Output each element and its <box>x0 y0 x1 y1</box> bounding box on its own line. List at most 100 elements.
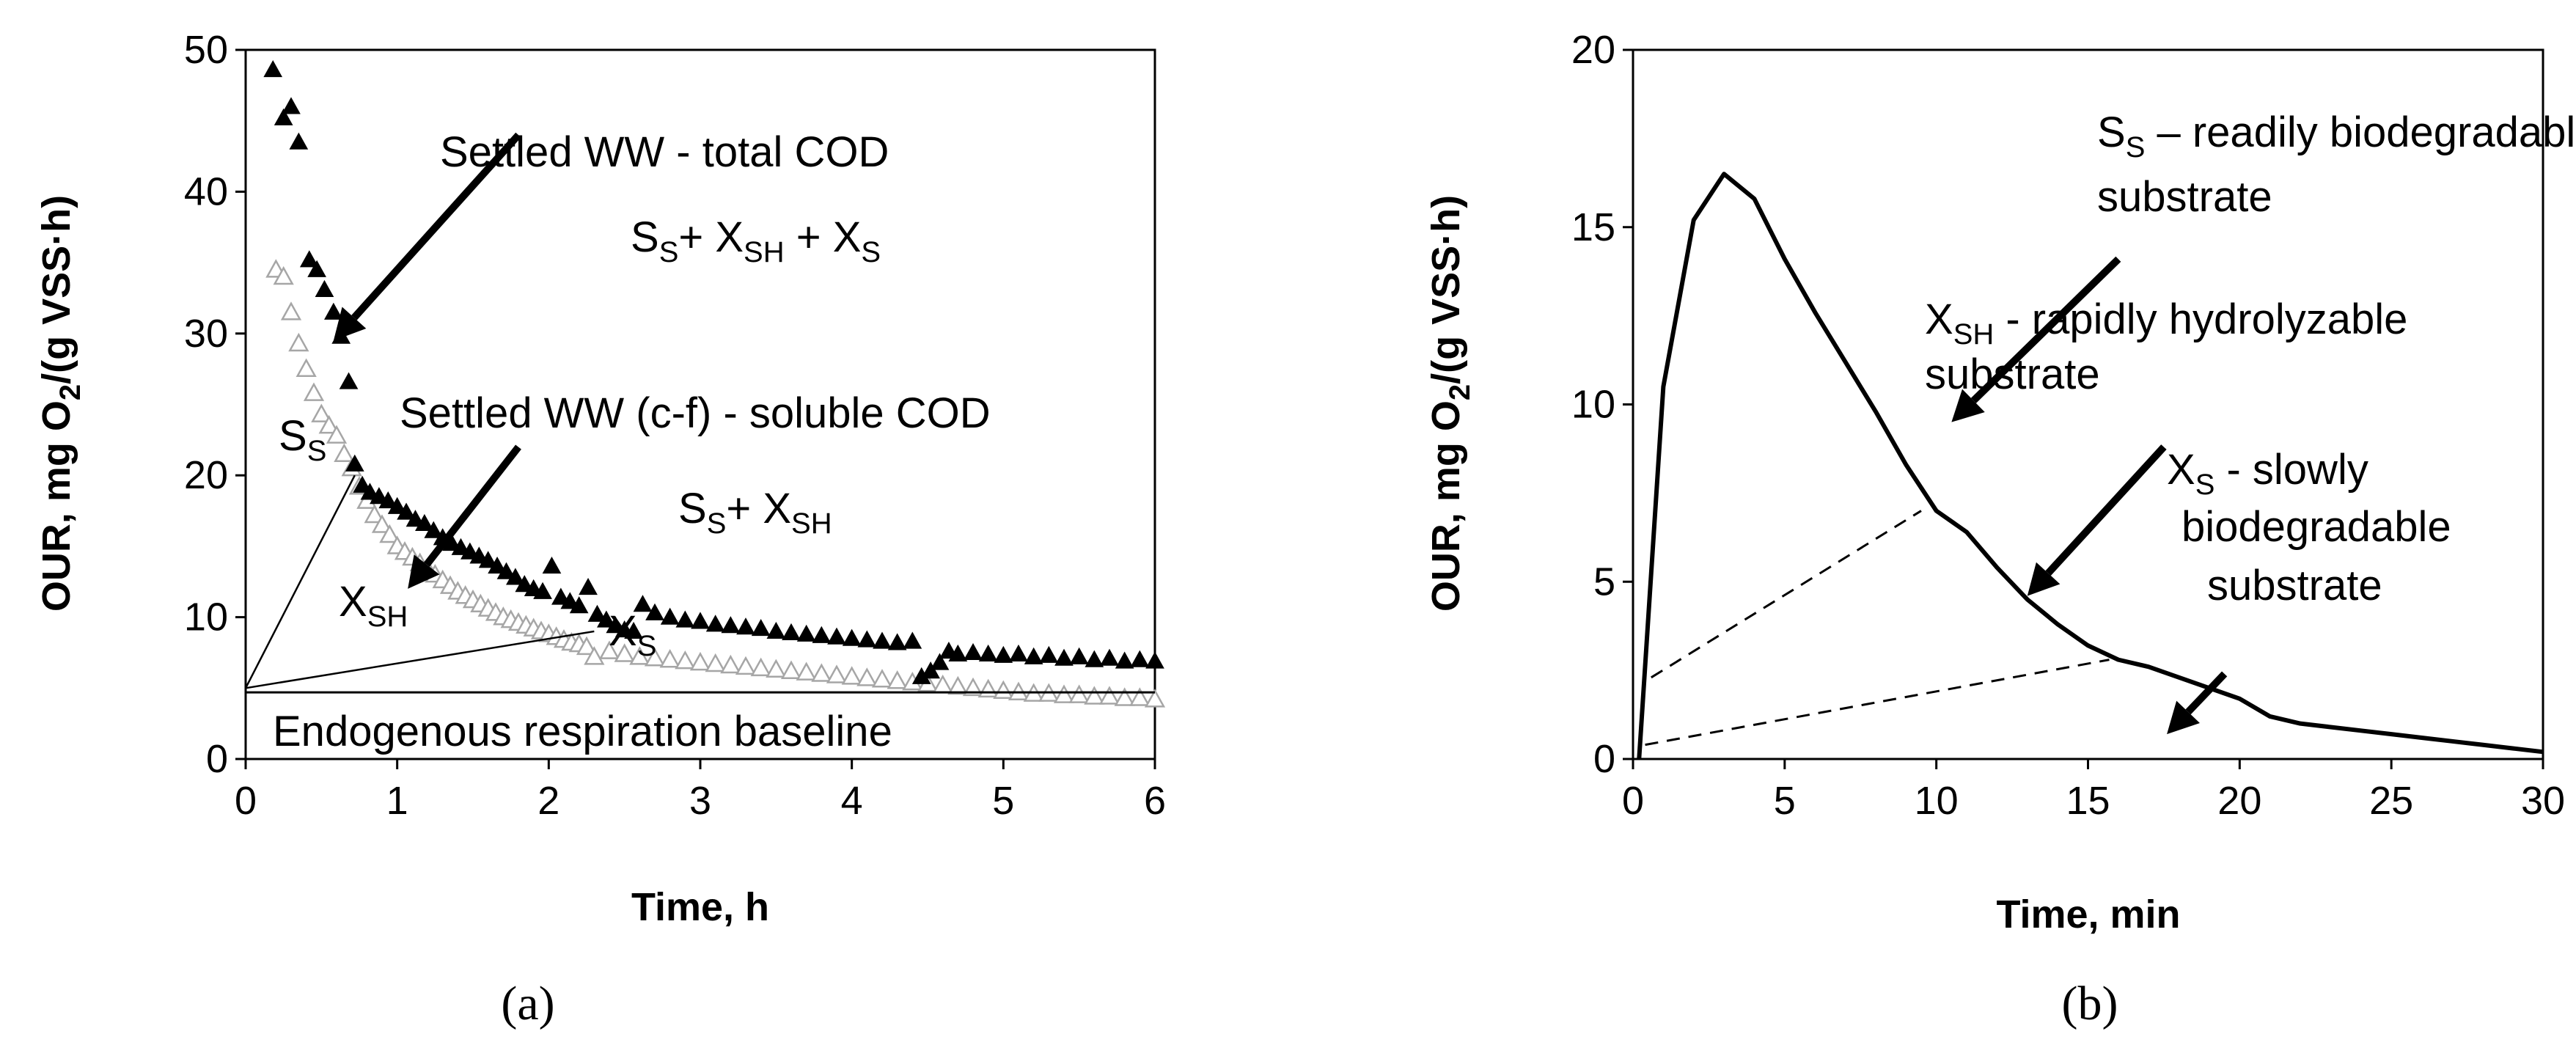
chart-a-point-total <box>796 624 816 642</box>
chart-a-point-total <box>370 487 389 505</box>
chart-a-xtick-label: 6 <box>1144 779 1166 823</box>
chart-a-point-total <box>579 577 598 595</box>
chart-a-point-total <box>424 521 444 538</box>
chart-a-point-total <box>948 644 968 661</box>
chart-a-arrow <box>333 132 521 341</box>
chart-a-point-total <box>766 621 786 639</box>
chart-a-x-axis-label: Time, h <box>631 885 769 929</box>
chart-a-point-total <box>624 621 643 639</box>
chart-a-point-total <box>1024 647 1043 664</box>
chart-a-series-total <box>263 60 1164 684</box>
chart-a-point-total <box>560 592 580 609</box>
chart-a-label-xsh: XSH <box>339 578 408 633</box>
chart-a-point-soluble <box>1068 684 1090 703</box>
chart-a: 0 10 20 30 40 50 0 1 2 3 4 5 6 OUR, mg O2/(g VSS·h)… <box>34 28 1166 1030</box>
chart-a-point-total <box>488 556 507 574</box>
chart-a-point-total <box>469 546 489 564</box>
chart-a-point-total <box>587 604 607 622</box>
chart-b-ytick-label: 15 <box>1571 205 1615 249</box>
chart-a-point-total <box>1054 648 1074 666</box>
chart-b-ytick-label: 0 <box>1593 737 1615 781</box>
chart-a-point-total <box>415 513 434 532</box>
chart-a-point-total <box>263 60 283 78</box>
chart-a-point-total <box>675 610 695 628</box>
chart-a-ytick-label: 0 <box>206 737 228 781</box>
chart-a-construction-lines <box>244 474 1155 694</box>
chart-b-annotation-ss: SS – readily biodegradable <box>2097 109 2576 164</box>
chart-a-point-soluble <box>303 382 325 401</box>
chart-a-point-total <box>451 538 471 555</box>
chart-a-point-soluble <box>962 677 984 697</box>
chart-a-xtick-label: 5 <box>992 779 1014 823</box>
chart-a-point-total <box>324 302 343 320</box>
chart-a-point-total <box>360 483 380 500</box>
chart-a-point-soluble <box>584 646 605 665</box>
chart-a-point-soluble <box>887 670 908 689</box>
chart-a-point-total <box>307 260 326 277</box>
chart-a-point-total <box>1100 648 1119 666</box>
chart-a-point-soluble <box>811 663 832 682</box>
chart-a-point-total <box>506 568 525 585</box>
chart-a-point-total <box>1115 651 1134 669</box>
chart-a-point-soluble <box>334 443 355 463</box>
chart-b-annotation-xs-line2: biodegradable <box>2181 503 2451 551</box>
chart-b-annotation-xs-line3: substrate <box>2207 562 2382 609</box>
chart-a-panel-label: (a) <box>501 977 554 1030</box>
chart-a-point-total <box>751 619 771 637</box>
chart-a-y-axis-label: OUR, mg O2/(g VSS·h) <box>34 195 87 612</box>
chart-a-point-soluble <box>705 653 726 672</box>
chart-a-point-soluble <box>766 659 787 678</box>
chart-a-point-total <box>994 645 1013 663</box>
chart-a-ytick-label: 10 <box>184 595 228 639</box>
chart-a-point-soluble <box>856 667 878 686</box>
chart-a-point-total <box>515 575 535 593</box>
chart-a-point-total <box>782 623 801 640</box>
chart-a-point-total <box>812 626 832 643</box>
chart-a-point-soluble <box>371 514 393 533</box>
chart-a-point-total <box>1069 647 1089 664</box>
chart-a-point-total <box>1145 651 1164 669</box>
chart-b-ytick-label: 20 <box>1571 28 1615 72</box>
chart-a-point-total <box>921 661 940 679</box>
chart-a-construction-line <box>244 474 356 689</box>
chart-b-arrow <box>2167 671 2228 735</box>
chart-a-ytick-label: 50 <box>184 28 228 72</box>
chart-a-point-soluble <box>796 661 817 681</box>
chart-b-dashed-line <box>1645 659 2110 747</box>
chart-a-baseline-label: Endogenous respiration baseline <box>273 708 892 755</box>
chart-a-annotation-total-components: SS+ XSH + XS <box>631 213 881 268</box>
chart-a-point-total <box>478 551 498 568</box>
chart-a-arrow <box>408 444 521 589</box>
chart-a-label-xs: XS <box>609 607 656 662</box>
chart-b-y-axis-label: OUR, mg O2/(g VSS·h) <box>1424 195 1476 612</box>
chart-b-arrow <box>1951 256 2121 422</box>
chart-a-point-total <box>460 542 480 560</box>
chart-a-y-ticks: 0 10 20 30 40 50 <box>184 28 246 781</box>
chart-b-dashed-lines <box>1645 510 2110 747</box>
chart-a-point-total <box>978 644 998 661</box>
chart-a-point-total <box>633 595 653 612</box>
chart-a-point-total <box>1130 650 1150 667</box>
chart-a-point-total <box>827 627 846 645</box>
chart-a-point-total <box>964 642 983 661</box>
chart-b-arrows <box>1951 256 2228 735</box>
chart-a-point-total <box>387 496 407 514</box>
chart-a-point-total <box>533 582 552 599</box>
chart-a-point-total <box>406 510 425 527</box>
chart-a-point-total <box>274 108 293 125</box>
chart-a-annotation-soluble-cod: Settled WW (c-f) - soluble COD <box>400 389 991 437</box>
chart-a-point-total <box>289 132 309 150</box>
chart-a-point-total <box>873 631 892 649</box>
chart-b-ytick-label: 10 <box>1571 383 1615 427</box>
chart-a-point-soluble <box>311 403 332 422</box>
chart-a-point-soluble <box>296 358 317 377</box>
chart-b-xtick-label: 15 <box>2066 779 2110 823</box>
chart-a-xtick-label: 3 <box>689 779 711 823</box>
chart-a-point-soluble <box>780 660 802 679</box>
chart-a-point-total <box>378 491 398 509</box>
chart-a-point-soluble <box>629 646 650 665</box>
chart-a-point-total <box>569 596 589 614</box>
chart-b-annotation-ss-line2: substrate <box>2097 173 2272 221</box>
chart-a-point-soluble <box>576 636 598 656</box>
